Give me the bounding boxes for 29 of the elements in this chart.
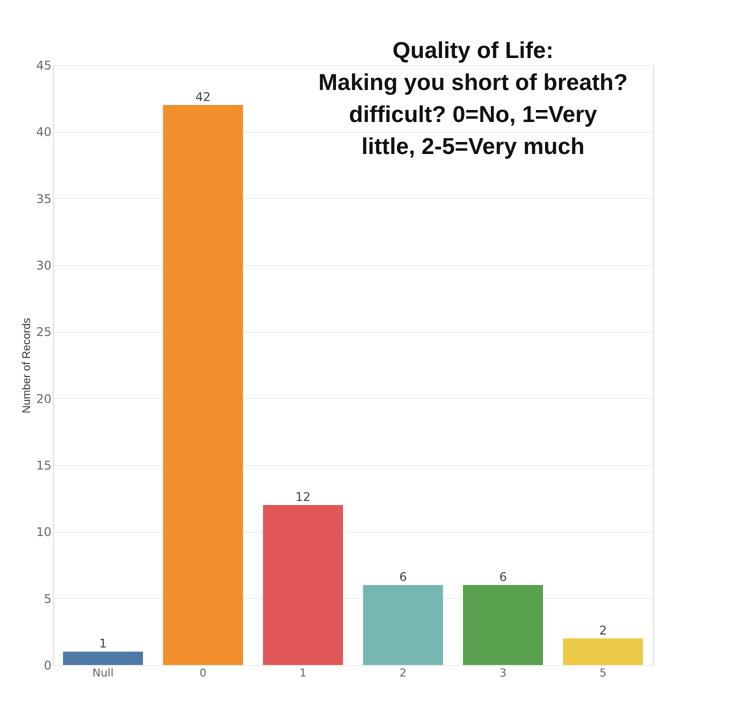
y-tick-label: 40: [36, 125, 52, 140]
data-label: 12: [295, 490, 311, 504]
bar: [63, 652, 143, 665]
bar: [363, 585, 443, 665]
x-tick-label: 1: [300, 666, 306, 680]
y-axis-title: Number of Records: [21, 317, 34, 414]
data-label: 42: [195, 90, 211, 104]
y-tick-label: 45: [36, 58, 52, 72]
y-tick-label: 10: [36, 525, 52, 540]
text: Quality of Life: Making you short of breath? difficult? 0=No, 1=Very little, 2-5=Very much: [318, 37, 628, 159]
bar: [463, 585, 543, 665]
y-tick-label: 5: [44, 592, 52, 606]
x-tick-label: 3: [500, 666, 506, 680]
y-tick-label: 25: [36, 325, 52, 340]
y-tick-label: 20: [36, 392, 52, 406]
x-tick-label: Null: [92, 666, 114, 680]
data-label: 6: [499, 570, 507, 584]
bar: [563, 638, 643, 665]
x-tick-label: 2: [400, 666, 406, 680]
x-tick-label: 0: [200, 666, 206, 680]
bar: [163, 105, 243, 665]
data-label: 2: [599, 623, 607, 638]
y-tick-label: 35: [36, 192, 52, 206]
y-tick-label: 30: [36, 258, 52, 272]
x-tick-label: 5: [600, 666, 606, 680]
data-label: 6: [399, 570, 407, 584]
y-tick-label: 15: [36, 458, 52, 472]
bar: [263, 505, 343, 665]
data-label: 1: [99, 636, 107, 651]
